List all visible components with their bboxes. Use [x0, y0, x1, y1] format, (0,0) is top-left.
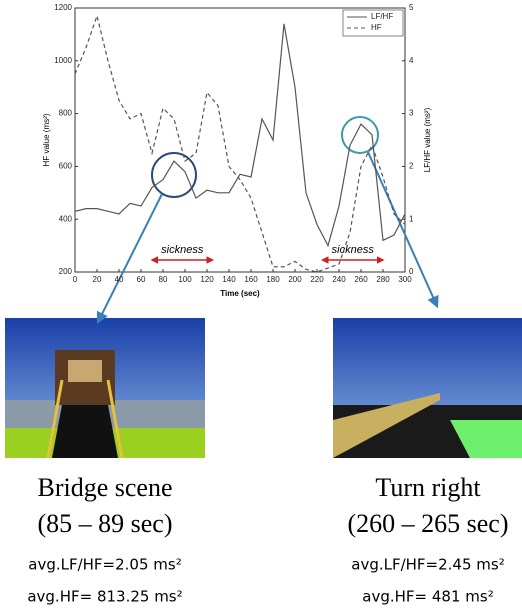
legend-label: HF	[371, 23, 382, 32]
plot-frame	[75, 8, 405, 272]
panel-hf: avg.HF= 813.25 ms²	[27, 588, 182, 606]
y2-tick-label: 5	[409, 3, 414, 12]
bridge-image	[5, 318, 205, 458]
x-tick-label: 220	[310, 275, 324, 284]
y-axis-label: HF value (ms²)	[42, 113, 51, 166]
x-tick-label: 280	[376, 275, 390, 284]
x-tick-label: 180	[266, 275, 280, 284]
annotation: sickness	[332, 244, 375, 256]
y2-tick-label: 2	[409, 162, 414, 171]
x-tick-label: 100	[178, 275, 192, 284]
x-tick-label: 60	[137, 275, 146, 284]
x-tick-label: 0	[73, 275, 78, 284]
page: {"chart_data": {"type": "line", "x_label…	[0, 0, 522, 616]
panel-lfhf: avg.LF/HF=2.05 ms²	[28, 556, 181, 574]
x-tick-label: 140	[222, 275, 236, 284]
x-tick-label: 260	[354, 275, 368, 284]
figure: Time (sec) HF value (ms²) LF/HF value (m…	[0, 0, 522, 616]
y-tick-label: 1000	[54, 56, 72, 65]
y2-tick-label: 0	[409, 267, 414, 276]
panel-range: (260 – 265 sec)	[347, 509, 508, 538]
y-tick-label: 200	[59, 267, 73, 276]
panel-title: Turn right	[375, 473, 481, 502]
turn-image	[333, 318, 522, 458]
annotation: sickness	[161, 244, 204, 256]
y-tick-label: 800	[59, 109, 73, 118]
arrow	[98, 194, 162, 322]
x-tick-label: 40	[115, 275, 124, 284]
x-tick-label: 80	[159, 275, 168, 284]
y2-axis-label: LF/HF value (ms²)	[423, 107, 432, 172]
y2-tick-label: 4	[409, 56, 414, 65]
x-tick-label: 240	[332, 275, 346, 284]
x-axis-label: Time (sec)	[220, 289, 260, 298]
highlight-circle	[152, 153, 196, 197]
y-tick-label: 1200	[54, 3, 72, 12]
x-tick-label: 300	[398, 275, 412, 284]
y2-tick-label: 3	[409, 109, 414, 118]
x-tick-label: 20	[93, 275, 102, 284]
line-series	[75, 16, 405, 272]
line-series	[75, 24, 405, 246]
y2-tick-label: 1	[409, 214, 414, 223]
y-tick-label: 600	[59, 162, 73, 171]
x-tick-label: 200	[288, 275, 302, 284]
legend-label: LF/HF	[371, 12, 393, 21]
panel-title: Bridge scene	[37, 473, 172, 502]
panel-hf: avg.HF= 481 ms²	[362, 588, 493, 606]
x-tick-label: 120	[200, 275, 214, 284]
panel-range: (85 – 89 sec)	[37, 509, 172, 538]
x-tick-label: 160	[244, 275, 258, 284]
panel-lfhf: avg.LF/HF=2.45 ms²	[351, 556, 504, 574]
y-tick-label: 400	[59, 214, 73, 223]
